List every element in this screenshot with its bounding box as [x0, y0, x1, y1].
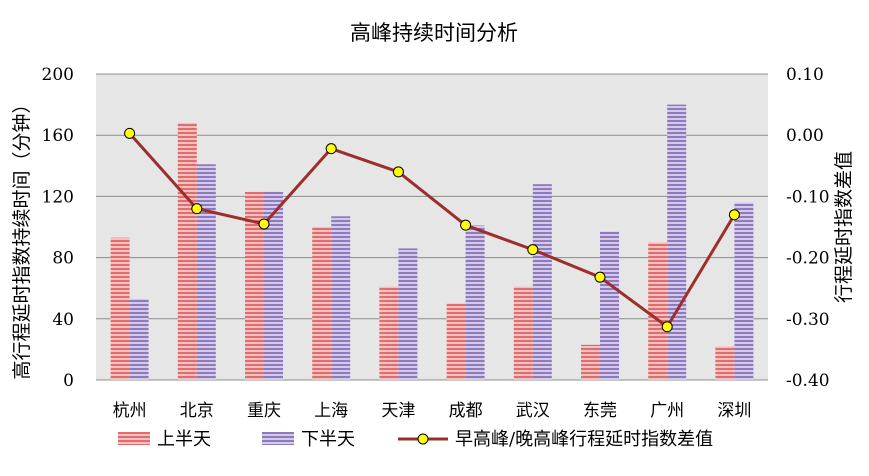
bars [110, 104, 754, 381]
bar-upper [581, 344, 600, 380]
x-tick-label: 成都 [449, 401, 483, 421]
bar-upper [245, 191, 264, 380]
x-tick-label: 东莞 [583, 401, 617, 421]
x-tick-label: 上海 [314, 401, 348, 421]
line-point [258, 218, 270, 230]
y2-tick-label: -0.20 [786, 249, 830, 269]
bar-lower [734, 202, 754, 380]
bar-upper [715, 346, 735, 380]
line-point [728, 209, 740, 221]
x-tick-label: 杭州 [113, 401, 147, 421]
y-tick-label: 40 [52, 310, 74, 330]
bar-upper [110, 237, 130, 380]
bar-upper [446, 303, 466, 380]
x-tick-label: 天津 [381, 401, 415, 421]
line-point [325, 143, 337, 155]
line-series [124, 127, 740, 333]
y2-tick-label: -0.40 [786, 371, 830, 391]
y-axis-left-title: 高行程延时指数持续时间（分钟） [11, 94, 33, 379]
bar-lower [264, 191, 283, 380]
y-axis-left-ticks: 0 40 80 120 160 200 [42, 65, 74, 391]
legend-label-upper: 上半天 [157, 429, 211, 450]
bar-upper [513, 286, 533, 380]
x-tick-label: 广州 [650, 401, 684, 421]
line-point [527, 244, 539, 256]
legend-label-lower: 下半天 [301, 429, 355, 450]
y2-tick-label: -0.10 [786, 187, 830, 207]
bar-upper [648, 242, 668, 380]
y-tick-label: 0 [63, 371, 74, 391]
bar-lower [196, 164, 216, 380]
x-tick-label: 深圳 [717, 401, 751, 421]
x-tick-label: 北京 [180, 401, 214, 421]
y-tick-label: 200 [42, 65, 74, 85]
legend-swatch-lower [262, 432, 294, 445]
bar-lower [532, 184, 552, 380]
line-point [124, 127, 136, 139]
chart-title: 高峰持续时间分析 [350, 21, 518, 45]
x-tick-label: 重庆 [247, 401, 281, 421]
y-tick-label: 160 [42, 126, 74, 146]
legend: 上半天 下半天 早高峰/晚高峰行程延时指数差值 [118, 429, 713, 450]
bar-lower [331, 216, 351, 380]
legend-marker-line [417, 433, 429, 445]
bar-upper [379, 286, 399, 380]
line-point [661, 321, 673, 333]
y-axis-right-title: 行程延时指数差值 [833, 151, 855, 303]
y2-tick-label: 0.10 [786, 65, 824, 85]
x-axis-categories: 杭州 北京 重庆 上海 天津 成都 武汉 东莞 广州 深圳 [113, 401, 752, 421]
line-point [594, 271, 606, 283]
line-point [191, 203, 203, 215]
y2-tick-label: -0.30 [786, 310, 830, 330]
y2-tick-label: 0.00 [786, 126, 824, 146]
bar-upper [312, 227, 332, 380]
legend-swatch-upper [118, 432, 150, 445]
bar-lower [129, 298, 149, 380]
bar-lower [465, 225, 485, 380]
x-tick-label: 武汉 [516, 401, 550, 421]
y-tick-label: 80 [52, 249, 74, 269]
bar-lower [667, 104, 687, 380]
bar-lower [600, 231, 619, 380]
y-tick-label: 120 [42, 187, 74, 207]
line-series-path [128, 132, 736, 329]
bar-lower [398, 248, 418, 380]
legend-label-line: 早高峰/晚高峰行程延时指数差值 [455, 429, 713, 450]
y-axis-right-ticks: -0.40 -0.30 -0.20 -0.10 0.00 0.10 [786, 65, 830, 391]
line-point [460, 219, 472, 231]
line-point [392, 166, 404, 178]
bar-upper [177, 122, 197, 381]
